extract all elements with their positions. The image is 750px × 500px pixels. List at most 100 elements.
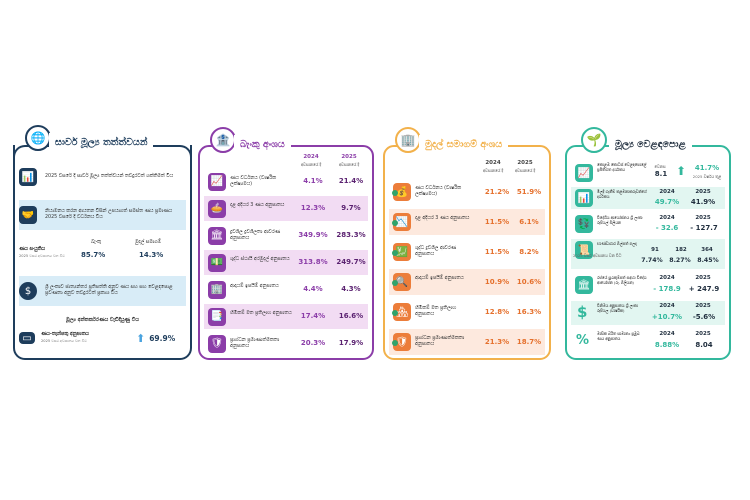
markets-row-4: 📜 භාණ්ඩාගාර බිල්පත් ඵලදා 2025 වසර අවසානය…	[571, 239, 725, 269]
financial-markets-panel: 🌱 මූල්‍ය වෙළඳපොළ 📈 කොළඹ කොටස් වෙළඳපොළේ ප…	[565, 127, 731, 360]
markets-r2-v1: 49.7%	[654, 198, 680, 206]
atm-card-icon: ▭	[19, 332, 35, 344]
finance-row: 🛡 ප්‍රාග්ධන ප්‍රමාණාත්මකතා අනුපාතය 21.3% 18…	[389, 329, 545, 355]
banking-sector-panel: 🏦 බැංකු අංශය 2024 2025 අවසානයේ දී අවසානය…	[198, 127, 374, 360]
ldr-value: 69.9%	[149, 333, 176, 343]
banking-row: 🏢 ආදායම් ඉපයීම් අනුපාතය 4.4% 4.3%	[204, 277, 368, 302]
banking-row-value-2024: 313.8%	[298, 258, 328, 266]
markets-r4-sub: 2025 වසර අවසානය වන විට	[573, 253, 622, 258]
markets-r1-v1: 8.1	[654, 170, 668, 178]
banking-row: 🛡 ප්‍රාග්ධන ප්‍රමාණාත්මකතා අනුපාතය 20.3% 17…	[204, 331, 368, 356]
finance-row-value-2024: 11.5%	[484, 247, 510, 256]
check-icon	[392, 250, 398, 256]
finance-row-value-2024: 11.5%	[484, 217, 510, 226]
markets-r1-label: කොළඹ කොටස් වෙළඳපොළේ ප්‍රමිතිගත දර්ශකය	[597, 162, 647, 172]
banking-row-label: ශුද්ධ ස්ථායී අරමුදල් අනුපාතය	[230, 256, 290, 262]
markets-row-7: % මාසික බරිත සාමාන්‍ය ප්‍රමුඛ ණය අනුපාතය…	[571, 329, 725, 355]
markets-r5-col2: 2025	[695, 275, 711, 281]
markets-r6-v2: -5.6%	[692, 313, 716, 321]
finance-row-value-2025: 6.1%	[519, 217, 539, 226]
banking-row: 🥧 දළ අදියර 3 ණය අනුපාතය 12.3% 9.7%	[204, 196, 368, 221]
markets-r3-col1: 2024	[659, 215, 675, 221]
macro-row-3: ණය සංයුතිය 2025 වසර අවසානය වන විට බැංකු …	[19, 238, 186, 268]
markets-r5-v2: + 247.9	[688, 285, 720, 293]
markets-panel-title: මූල්‍ය වෙළඳපොළ	[609, 135, 692, 155]
markets-r4-h3: 364	[701, 247, 713, 253]
banking-row-value-2024: 4.4%	[303, 285, 323, 293]
finance-companies-share-value: 14.3%	[139, 251, 164, 259]
banking-row-icon: 📈	[208, 172, 226, 191]
finance-row-icon: 🔍	[393, 273, 411, 291]
finance-row: 📉 දළ අදියර 3 ණය අනුපාතය 11.5% 6.1%	[389, 209, 545, 235]
finance-row-icon: 🛡	[393, 333, 411, 351]
finance-col-2024-sub: අවසානයේ දී	[482, 168, 504, 173]
check-icon	[392, 340, 398, 346]
finance-col-2025-sub: අවසානයේ දී	[514, 168, 536, 173]
finance-row-value-2025: 51.9%	[516, 187, 542, 196]
finance-row: 💹 ශුද්ධ ද්‍රවශීල ආවරණ අනුපාතය 11.5% 8.2%	[389, 239, 545, 265]
banking-col-2024-sub: අවසානයේ දී	[300, 162, 322, 167]
macro-row-1-text: 2025 වසරේ දී සාර්ව මූල්‍ය තත්ත්වයන් තවදු…	[45, 174, 174, 179]
finance-row-value-2025: 10.6%	[516, 277, 542, 286]
banking-row-icon: 📑	[208, 307, 226, 326]
finance-row-icon: 🏘	[393, 303, 411, 321]
banking-row-icon: 💵	[208, 253, 226, 272]
banking-row-value-2024: 17.4%	[300, 312, 326, 320]
handshake-icon: 🤝	[19, 206, 37, 224]
banking-row-icon: 🏛	[208, 226, 226, 245]
banking-row-label: ප්‍රාග්ධන ප්‍රමාණාත්මකතා අනුපාතය	[230, 337, 280, 349]
banking-row-value-2025: 4.3%	[341, 285, 361, 293]
markets-r5-v1: - 178.9	[653, 285, 681, 293]
banks-header: බැංකු	[91, 240, 101, 245]
macro-row-4: $ ශ්‍රී ලංකාව ජාත්‍යන්තර ප්‍රතිපත්ති අනු…	[19, 276, 186, 306]
finance-row-icon: 💹	[393, 243, 411, 261]
foreign-investment-icon: 💱	[575, 215, 593, 233]
markets-r7-label: මාසික බරිත සාමාන්‍ය ප්‍රමුඛ ණය අනුපාතය	[597, 331, 640, 341]
check-icon	[392, 220, 398, 226]
banking-row-value-2025: 16.6%	[338, 312, 364, 320]
markets-r2-label: මිලදී ගැනීම් කළමනාකරුවන්ගේ දර්ශකය	[597, 189, 647, 199]
banking-row-label: දළ අදියර 3 ණය අනුපාතය	[230, 202, 285, 208]
finance-row-label: ආදායම් ඉපයීම් අනුපාතය	[415, 276, 464, 281]
markets-r3-v1: - 32.6	[655, 224, 679, 232]
banks-share-value: 85.7%	[81, 251, 106, 259]
finance-row-value-2024: 21.3%	[484, 337, 510, 346]
finance-companies-header: මුදල් සමාගම්	[135, 240, 162, 245]
ldr-label: ණය-තැන්පතු අනුපාතය	[41, 332, 89, 337]
banking-row-value-2024: 20.3%	[300, 339, 326, 347]
macro-panel-title: සාර්ව මූල්‍ය තත්ත්වයන්	[49, 133, 154, 153]
macro-row-5-title: මූල්‍ය අන්තර්කරණය වැඩිදියුණු විය	[66, 317, 139, 323]
finance-row-icon: 💰	[393, 183, 411, 201]
banking-row-value-2025: 9.7%	[341, 204, 361, 212]
markets-r3-label: විදේශීය ආයෝජනය ශ්‍රී ලංකා රුපියල් බිලියන	[597, 215, 643, 225]
finance-row-value-2025: 8.2%	[519, 247, 539, 256]
macro-row-4-text: ශ්‍රී ලංකාව ජාත්‍යන්තර ප්‍රතිපත්ති අනුව …	[45, 285, 173, 296]
banking-row-value-2025: 17.9%	[338, 339, 364, 347]
finance-row-icon: 📉	[393, 213, 411, 231]
finance-row: 💰 ණය වර්ධනය (වාර්ෂික ලක්ෂ්‍යමය) 21.2% 51.9%	[389, 179, 545, 205]
treasury-bills-icon: 📜	[575, 241, 593, 259]
macro-financial-panel: 🌐 සාර්ව මූල්‍ය තත්ත්වයන් 📊 2025 වසරේ දී …	[13, 125, 192, 360]
up-arrow-icon: ⬆	[136, 331, 146, 345]
markets-r3-col2: 2025	[695, 215, 711, 221]
finance-row-value-2024: 21.2%	[484, 187, 510, 196]
ldr-note: 2025 වසර අවසානය වන විට	[41, 339, 87, 343]
check-icon	[392, 190, 398, 196]
pmi-chart-icon: 📊	[575, 189, 593, 207]
macro-row-5: ▭ ණය-තැන්පතු අනුපාතය 2025 වසර අවසානය වන …	[19, 326, 186, 350]
banking-row-value-2024: 12.3%	[300, 204, 326, 212]
markets-r1-sub: වෙනස	[654, 164, 666, 169]
check-icon	[392, 310, 398, 316]
markets-row-1: 📈 කොළඹ කොටස් වෙළඳපොළේ ප්‍රමිතිගත දර්ශකය …	[571, 161, 725, 183]
markets-row-6: $ විනිමය අනුපාතය ශ්‍රී ලංකා රුපියල (වාර්…	[571, 301, 725, 325]
banking-col-2024: 2024	[303, 154, 319, 160]
banking-row: 💵 ශුද්ධ ස්ථායී අරමුදල් අනුපාතය 313.8% 249.7…	[204, 250, 368, 275]
markets-r2-col1: 2024	[659, 189, 675, 195]
loan-composition-note: 2025 වසර අවසානය වන විට	[19, 254, 65, 258]
markets-r7-v1: 8.88%	[654, 341, 680, 349]
finance-row-label: දළ අදියර 3 ණය අනුපාතය	[415, 216, 470, 221]
markets-r2-col2: 2025	[695, 189, 711, 195]
money-globe-icon: $	[19, 282, 37, 300]
markets-r4-v1: 7.74%	[641, 257, 663, 264]
markets-r6-col2: 2025	[695, 303, 711, 309]
